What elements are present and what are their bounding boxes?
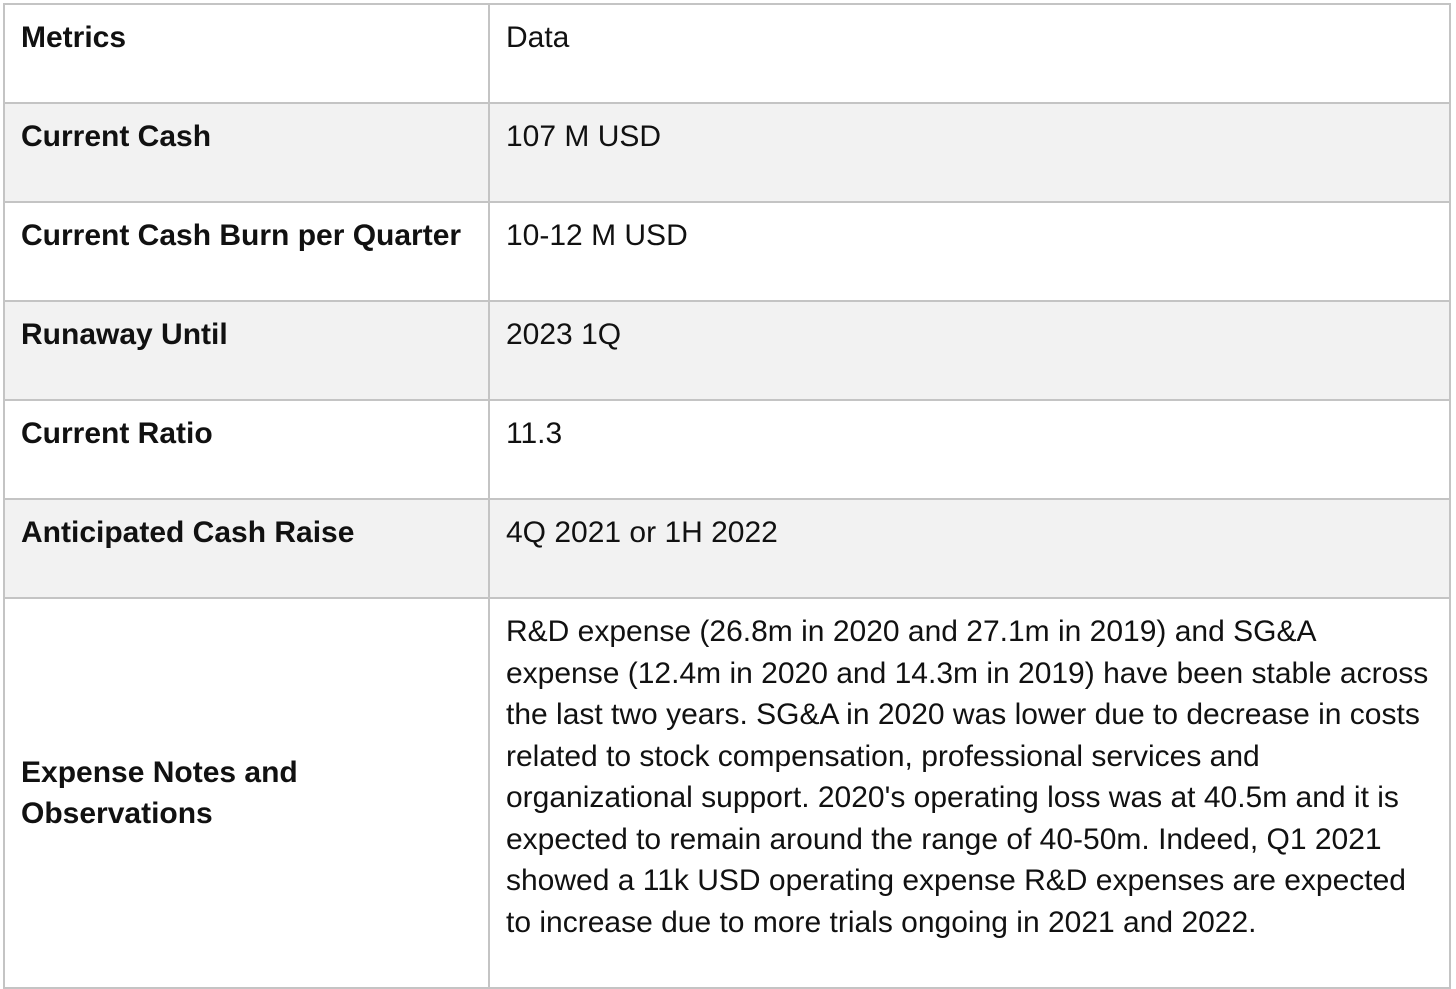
table-header-row: Metrics Data [3, 3, 1451, 104]
table-row: Expense Notes and Observations R&D expen… [3, 597, 1451, 989]
header-metrics: Metrics [3, 3, 490, 104]
metric-label: Runaway Until [3, 300, 490, 401]
expense-notes-text: R&D expense (26.8m in 2020 and 27.1m in … [488, 597, 1451, 989]
metrics-table: Metrics Data Current Cash 107 M USD Curr… [3, 3, 1451, 989]
metric-label: Anticipated Cash Raise [3, 498, 490, 599]
metric-value: 4Q 2021 or 1H 2022 [488, 498, 1451, 599]
metric-value: 11.3 [488, 399, 1451, 500]
metric-label: Current Ratio [3, 399, 490, 500]
metric-label: Current Cash Burn per Quarter [3, 201, 490, 302]
metric-value: 107 M USD [488, 102, 1451, 203]
table-row: Runaway Until 2023 1Q [3, 300, 1451, 401]
metric-value: 10-12 M USD [488, 201, 1451, 302]
table-row: Current Cash Burn per Quarter 10-12 M US… [3, 201, 1451, 302]
metric-label: Expense Notes and Observations [3, 597, 490, 989]
header-data: Data [488, 3, 1451, 104]
table-row: Anticipated Cash Raise 4Q 2021 or 1H 202… [3, 498, 1451, 599]
table-row: Current Cash 107 M USD [3, 102, 1451, 203]
table-row: Current Ratio 11.3 [3, 399, 1451, 500]
metric-label: Current Cash [3, 102, 490, 203]
metric-value: 2023 1Q [488, 300, 1451, 401]
